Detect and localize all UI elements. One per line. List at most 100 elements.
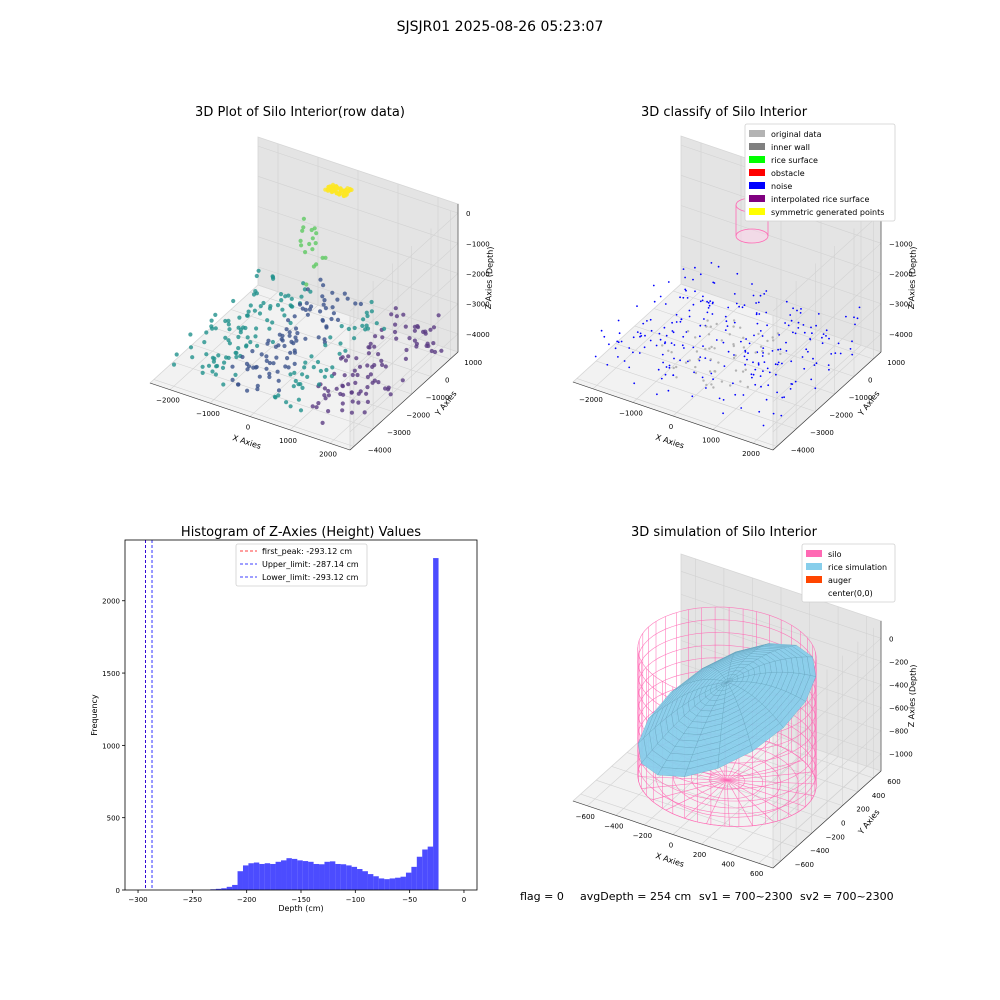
silo-floor-spoke — [726, 771, 813, 781]
legend-frame — [235, 543, 368, 587]
scatter-point — [739, 326, 742, 329]
scatter-point — [403, 324, 408, 329]
scatter-point — [338, 391, 343, 397]
scatter-point — [301, 225, 306, 230]
scatter-point — [757, 363, 760, 366]
scatter-point — [292, 361, 297, 366]
scatter-point — [276, 388, 282, 393]
y-tick-label: 600 — [887, 778, 900, 786]
scatter-point — [200, 370, 205, 375]
scatter-point — [374, 321, 379, 326]
scatter-point — [322, 386, 327, 391]
x-axis-line — [572, 381, 774, 451]
legend: original data inner wall rice surface obsta… — [744, 123, 896, 222]
scatter-point — [293, 378, 298, 384]
scatter-point — [231, 298, 236, 304]
scatter-point — [845, 315, 847, 318]
scatter-point — [245, 313, 250, 318]
scatter-point — [639, 332, 642, 335]
legend-label: rice simulation — [828, 563, 887, 572]
scatter-point — [735, 302, 738, 305]
silo-floor-spoke — [637, 776, 728, 781]
scatter-point — [761, 349, 764, 353]
scatter-point — [288, 320, 293, 326]
scatter-point — [292, 314, 297, 319]
scatter-point — [632, 336, 635, 339]
figure-title: SJSJR01 2025-08-26 05:23:07 — [397, 19, 604, 35]
scatter-point — [708, 347, 711, 350]
chart-title: Histogram of Z-Axies (Height) Values — [181, 525, 421, 540]
scatter-point — [777, 361, 780, 364]
scatter-point — [781, 362, 783, 365]
scatter-point — [226, 318, 231, 323]
scatter-point — [710, 372, 713, 375]
scatter-point — [694, 266, 696, 269]
y-tick-label: 200 — [856, 806, 869, 814]
scatter-point — [664, 342, 666, 345]
scatter-point — [326, 393, 331, 398]
scatter-point — [292, 348, 297, 353]
scatter-point — [361, 317, 366, 322]
scatter-point — [296, 397, 301, 402]
scatter-point — [212, 356, 217, 361]
scatter-point — [298, 238, 303, 243]
legend-swatch — [749, 143, 765, 150]
scatter-point — [732, 325, 735, 328]
scatter-point — [321, 302, 326, 307]
scatter-point — [687, 360, 689, 363]
scatter-point — [345, 296, 350, 301]
scatter-point — [350, 372, 355, 378]
scatter-point — [323, 343, 328, 348]
scatter-point — [330, 290, 335, 295]
gridline-x — [701, 597, 810, 845]
scatter-point — [287, 333, 292, 338]
scatter-point — [209, 318, 214, 323]
scatter-point — [326, 409, 331, 414]
scatter-point — [423, 331, 428, 336]
scatter-point — [789, 388, 792, 390]
scatter-point — [694, 290, 696, 293]
histogram-bar — [389, 878, 396, 890]
scatter-point — [436, 313, 441, 318]
scatter-point — [322, 337, 327, 342]
y-tick-label: 0 — [841, 820, 845, 828]
scatter-point — [785, 350, 788, 352]
scatter-point — [753, 334, 755, 337]
scatter-point — [412, 328, 417, 333]
scatter-point — [202, 340, 207, 345]
scatter-point — [283, 294, 288, 299]
scatter-point — [761, 355, 764, 357]
scatter-point — [206, 363, 212, 368]
scatter-point — [271, 276, 276, 281]
x-tick-label: 0 — [246, 424, 250, 432]
legend-swatch — [749, 156, 765, 163]
scatter-point — [255, 387, 260, 392]
scatter-point — [302, 287, 307, 292]
silo-floor-spoke — [726, 779, 775, 823]
scatter-point — [364, 391, 369, 396]
y-tick-label: 1000 — [102, 742, 120, 750]
scatter-point — [223, 318, 228, 324]
scatter-point — [640, 335, 643, 337]
scatter-point — [709, 358, 712, 361]
scatter-point — [272, 394, 277, 399]
scatter-point — [650, 329, 653, 332]
scatter-point — [649, 318, 652, 321]
scatter-point — [699, 273, 702, 276]
scatter-point — [386, 385, 391, 390]
legend-label: Lower_limit: -293.12 cm — [262, 573, 359, 582]
x-tick-label: −2000 — [156, 397, 180, 405]
histogram-bar — [281, 860, 287, 890]
scatter-point — [354, 356, 359, 361]
panel-classify-3d-scatter: 3D classify of Silo Interior −2000 −1000 0… — [572, 105, 918, 458]
scatter-point — [283, 364, 288, 369]
silo-floor-spoke — [726, 780, 730, 827]
scatter-point — [659, 295, 662, 298]
scatter-point — [350, 399, 355, 404]
scatter-point — [340, 408, 345, 413]
histogram-bar — [319, 864, 325, 890]
scatter-point — [221, 382, 226, 387]
scatter-point — [744, 368, 747, 371]
scatter-point — [383, 386, 388, 391]
scatter-point — [642, 322, 645, 325]
